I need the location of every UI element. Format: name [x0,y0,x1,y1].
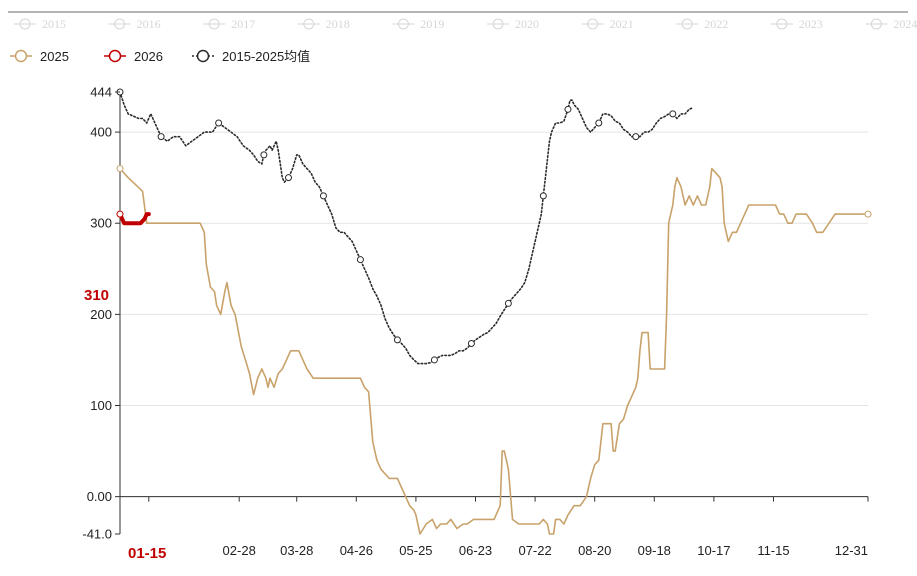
legend-item-2025[interactable]: 2025 [10,49,69,64]
series-line [119,167,869,535]
highlight-y-label: 310 [84,287,109,304]
y-tick-label: -41.0 [82,527,112,542]
x-tick-label: 10-17 [697,543,730,558]
series-point [864,210,872,218]
faded-legend-label: 2023 [799,17,823,31]
legend-label: 2026 [134,49,163,64]
axes [119,92,868,534]
y-tick-label: 300 [90,216,112,231]
y-tick-label: 100 [90,398,112,413]
series-point [157,133,165,141]
y-tick-label: 200 [90,307,112,322]
y-tick-label: 400 [90,125,112,140]
faded-legend-item-2022[interactable]: 2022 [676,17,728,31]
x-tick-label: 03-28 [280,543,313,558]
series-1 [116,210,151,226]
y-tick-label: 444 [90,85,112,100]
faded-legend-marker [114,18,126,30]
series-line [119,91,695,365]
legend-item-avg[interactable]: 2015-2025均值 [192,49,310,64]
series-point [116,210,124,218]
series-line [118,212,151,226]
series-0 [116,165,872,535]
grid [120,131,868,498]
faded-legend-marker [208,18,220,30]
series-point [319,192,327,200]
faded-legend-item-2021[interactable]: 2021 [581,17,634,31]
faded-legend-label: 2024 [893,17,917,31]
faded-legend-item-2018[interactable]: 2018 [297,17,350,31]
series-point [564,105,572,113]
faded-legend-marker [870,18,882,30]
legend: 2025 2026 2015-2025均值 [10,49,310,64]
faded-legend-marker [587,18,599,30]
legend-label: 2015-2025均值 [222,49,310,64]
legend-item-2026[interactable]: 2026 [104,49,163,64]
series-point [285,174,293,182]
faded-legend-marker [492,18,504,30]
faded-legend-item-2023[interactable]: 2023 [770,17,823,31]
legend-marker [196,49,210,63]
faded-legend-item-2020[interactable]: 2020 [487,17,539,31]
x-tick-label: 04-26 [340,543,373,558]
highlights: 310 01-15 [84,287,166,562]
highlight-x-label: 01-15 [128,545,166,562]
series-point [467,340,475,348]
series-2 [116,88,695,365]
x-tick-label: 06-23 [459,543,492,558]
faded-legend-label: 2019 [420,17,444,31]
faded-legend-item-2024[interactable]: 2024 [865,17,917,31]
faded-legend-label: 2022 [704,17,728,31]
faded-legend-marker [776,18,788,30]
series-point [215,119,223,127]
series-point [116,165,124,173]
faded-legend-label: 2017 [231,17,255,31]
series-point [260,151,268,159]
x-tick-label: 02-28 [223,543,256,558]
x-tick-label: 08-20 [578,543,611,558]
series-point [595,119,603,127]
y-tick-label: 0.00 [87,489,112,504]
series-point [504,299,512,307]
x-tick-label: 09-18 [638,543,671,558]
faded-legend-label: 2016 [137,17,161,31]
x-tick-label: 07-22 [518,543,551,558]
faded-legend: 2015 2016 2017 2018 2019 2020 2021 2022 2023 2024 [8,11,917,31]
faded-legend-marker [397,18,409,30]
series-point [393,336,401,344]
series-point [356,256,364,264]
legend-label: 2025 [40,49,69,64]
faded-legend-item-2017[interactable]: 2017 [203,17,255,31]
faded-legend-item-2016[interactable]: 2016 [108,17,161,31]
series-point [632,133,640,141]
faded-legend-label: 2021 [610,17,634,31]
x-tick-label: 12-31 [835,543,868,558]
x-tick-label: 11-15 [757,543,789,558]
faded-legend-item-2015[interactable]: 2015 [14,17,66,31]
legend-marker [14,49,28,63]
faded-legend-label: 2020 [515,17,539,31]
series-point [669,110,677,118]
faded-legend-label: 2015 [42,17,66,31]
x-tick-label: 05-25 [399,543,432,558]
faded-legend-item-2019[interactable]: 2019 [392,17,444,31]
series-point [430,356,438,364]
y-axis-ticks: 444 400 300 200 100 0.00 -41.0 [82,85,120,542]
series-point [539,192,547,200]
faded-legend-marker [303,18,315,30]
legend-marker [108,49,122,63]
faded-legend-label: 2018 [326,17,350,31]
faded-legend-marker [681,18,693,30]
x-axis-ticks: 02-28 03-28 04-26 05-25 06-23 07-22 08-20 09-18… [148,496,869,558]
faded-legend-marker [19,18,31,30]
series-group [116,88,872,535]
